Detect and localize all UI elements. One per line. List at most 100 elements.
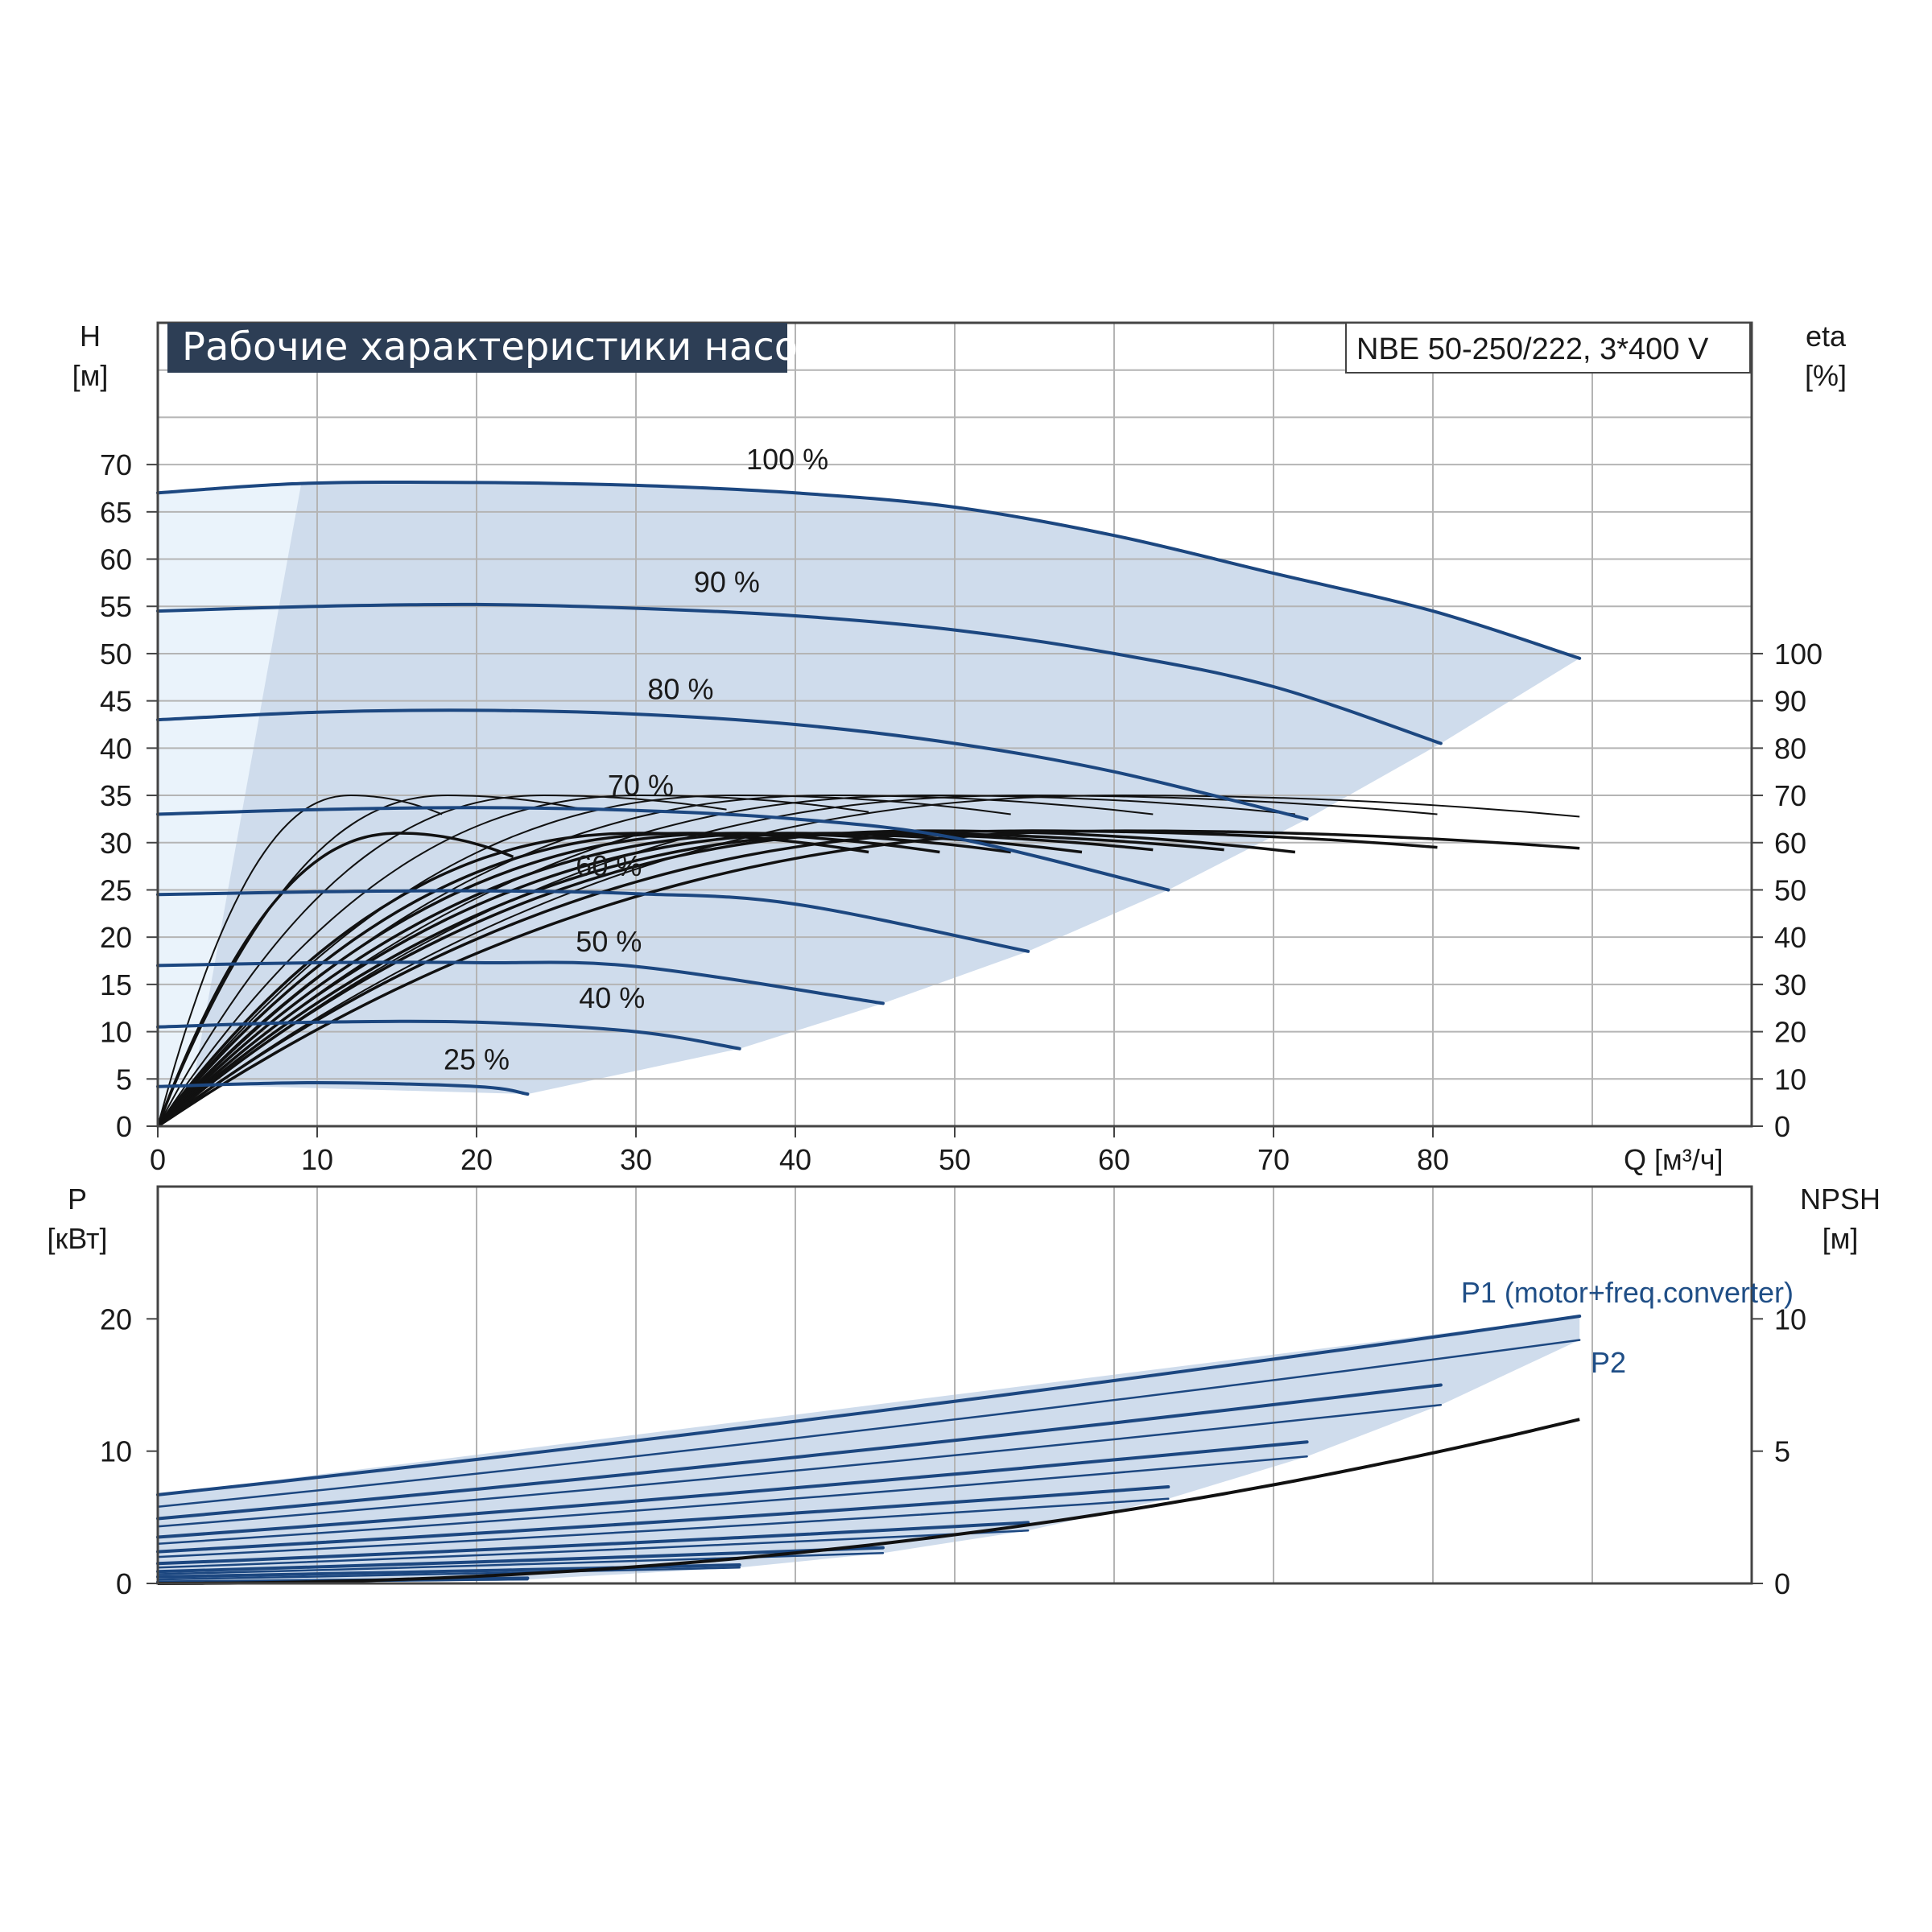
speed-label: 25 % [444,1043,510,1076]
speed-labels: 100 % 90 % 80 % 70 % 60 % 50 % 40 % 25 % [444,443,828,1076]
y-tick-label-right: 60 [1774,827,1806,860]
x-tick-label: 10 [301,1143,333,1176]
y-axis-label-power: P [68,1183,87,1216]
p2-curve-label: P2 [1591,1346,1626,1379]
y-axis-unit-npsh: [м] [1823,1222,1859,1255]
model-box [1345,322,1751,374]
head-curve [156,481,1582,660]
speed-label: 50 % [576,925,642,958]
p1-curve [156,1521,1030,1566]
y-tick-label-left: 25 [100,873,132,906]
head-curve [156,1080,530,1096]
y-tick-label-left: 30 [100,827,132,860]
efficiency-curve [156,829,1296,1128]
y-tick-label-left: 50 [100,638,132,671]
efficiency-curve [157,795,1438,1127]
efficiency-curve [157,795,727,1127]
operating-range-polygon [192,482,1580,1095]
speed-label: 60 % [576,849,642,882]
efficiency-curve [157,795,1580,1127]
y-tick-label-left: 65 [100,496,132,529]
p2-curve [156,1403,1443,1528]
y-tick-label-left: 0 [116,1110,132,1143]
head-curve [156,889,1030,953]
y-axis-unit-head: [м] [72,359,109,392]
y-tick-label-right: 0 [1774,1110,1790,1143]
efficiency-curve [156,829,1438,1128]
efficiency-curve [156,832,514,1127]
y-tick-label-right: 50 [1774,873,1806,906]
p2-curve [156,1567,741,1581]
x-tick-label: 80 [1417,1143,1449,1176]
head-curve [156,806,1170,892]
power-chart-grid [316,1187,1593,1583]
p1-curve [156,1546,885,1574]
head-curve [156,960,885,1005]
y-tick-label-right: 70 [1774,779,1806,812]
y-axis-unit-eta: [%] [1805,359,1847,392]
speed-label: 40 % [579,981,645,1014]
head-curve [156,1019,741,1051]
head-curve [156,602,1443,745]
title-banner [167,323,787,373]
y-tick-label-left: 45 [100,685,132,718]
p2-curve [156,1497,1170,1558]
efficiency-curve [156,832,940,1128]
x-tick-label: 0 [150,1143,166,1176]
efficiency-curve [156,832,1154,1128]
p1-curve-label: P1 (motor+freq.converter) [1461,1276,1794,1309]
head-chart-grid [158,323,1752,1126]
efficiency-curve [157,795,1011,1127]
p1-curve [156,1315,1582,1496]
y-tick-label-left: 60 [100,543,132,576]
x-tick-label: 50 [939,1143,971,1176]
y-tick-label-right: 30 [1774,968,1806,1001]
head-chart-ticks: 0 10 20 30 40 50 60 70 80 0 5 10 15 20 25 30 35 40 45 50 55 6… [100,448,1823,1176]
p1-curve [156,1383,1443,1521]
power-chart-frame [156,1185,1753,1585]
y-tick-label-left: 5 [116,1063,132,1096]
y-tick-label-left: 35 [100,779,132,812]
x-tick-label: 60 [1098,1143,1130,1176]
y-tick-label-left: 0 [116,1567,132,1600]
power-chart-ticks: 0 10 20 0 5 10 [100,1302,1806,1600]
x-tick-label: 20 [460,1143,493,1176]
pump-model: NBE 50-250/222, 3*400 V [1356,332,1709,366]
p2-curve [156,1530,1030,1569]
efficiency-curve [157,795,584,1127]
y-axis-label-head: H [80,320,101,353]
speed-label: 90 % [694,566,760,599]
y-tick-label-right: 40 [1774,921,1806,954]
y-tick-label-left: 15 [100,968,132,1001]
y-tick-label-right: 20 [1774,1016,1806,1049]
x-axis-label-flow: Q [м³/ч] [1624,1143,1724,1176]
y-tick-label-left: 55 [100,590,132,623]
head-chart-frame [156,321,1753,1128]
y-tick-label-left: 70 [100,448,132,481]
y-axis-label-npsh: NPSH [1800,1183,1880,1216]
y-tick-label-right: 10 [1774,1063,1806,1096]
efficiency-curves [156,795,1580,1128]
chart-title: Рабочие характеристики насоса [182,324,843,369]
x-tick-label: 40 [779,1143,811,1176]
y-tick-label-right: 5 [1774,1435,1790,1468]
speed-label: 70 % [608,769,674,802]
y-tick-label-right: 100 [1774,638,1823,671]
y-tick-label-right: 80 [1774,732,1806,765]
operating-range-area [158,482,1580,1126]
y-tick-label-left: 20 [100,921,132,954]
y-tick-label-left: 10 [100,1435,132,1468]
p2-curve [156,1339,1581,1508]
efficiency-curve [156,832,1224,1128]
y-tick-label-left: 20 [100,1302,132,1335]
x-tick-label: 70 [1257,1143,1290,1176]
efficiency-curve [157,829,1580,1128]
y-tick-label-right: 0 [1774,1567,1790,1600]
head-curve [156,708,1309,821]
efficiency-curve [157,795,443,1127]
p1-curve [156,1485,1170,1554]
p1-curve [156,1440,1309,1539]
x-tick-label: 30 [620,1143,652,1176]
y-tick-label-right: 90 [1774,685,1806,718]
p2-curve [156,1455,1308,1545]
